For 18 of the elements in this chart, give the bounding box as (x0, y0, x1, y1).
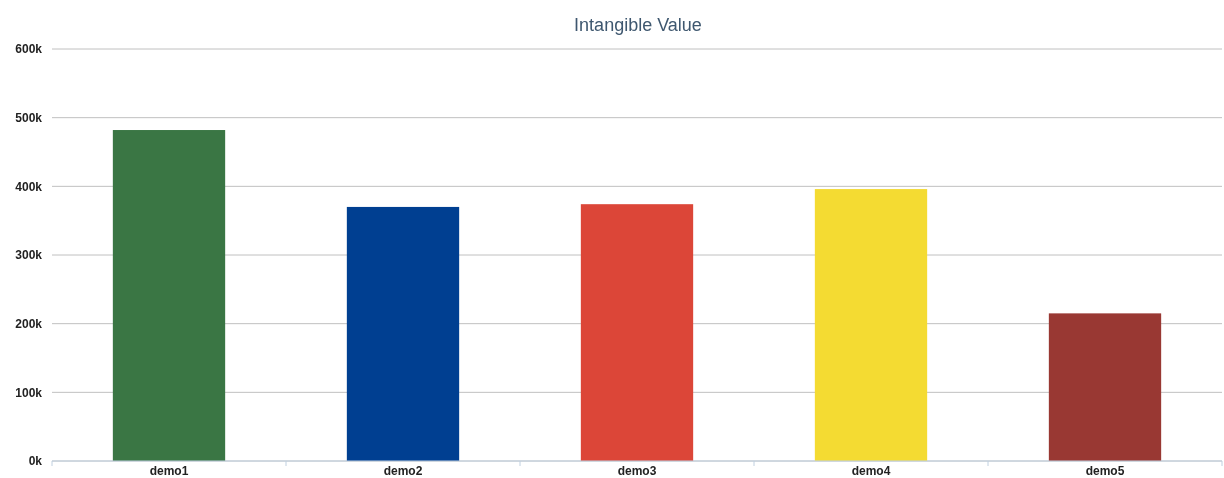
bar (814, 189, 928, 461)
bar (346, 206, 460, 461)
x-tick-label: demo4 (851, 464, 891, 478)
y-tick-label: 600k (15, 42, 43, 57)
x-tick-label: demo3 (617, 464, 657, 478)
bar (580, 204, 694, 461)
bar (1048, 313, 1162, 461)
y-tick-label: 500k (15, 110, 43, 125)
bar (112, 130, 226, 461)
y-tick-label: 0k (28, 454, 43, 469)
y-tick-label: 400k (15, 179, 43, 194)
y-tick-label: 300k (15, 248, 43, 263)
x-tick-label: demo1 (149, 464, 189, 478)
chart-title: Intangible Value (574, 15, 702, 35)
x-tick-label: demo2 (383, 464, 423, 478)
y-tick-label: 200k (15, 316, 43, 331)
y-tick-label: 100k (15, 385, 43, 400)
x-tick-label: demo5 (1085, 464, 1125, 478)
